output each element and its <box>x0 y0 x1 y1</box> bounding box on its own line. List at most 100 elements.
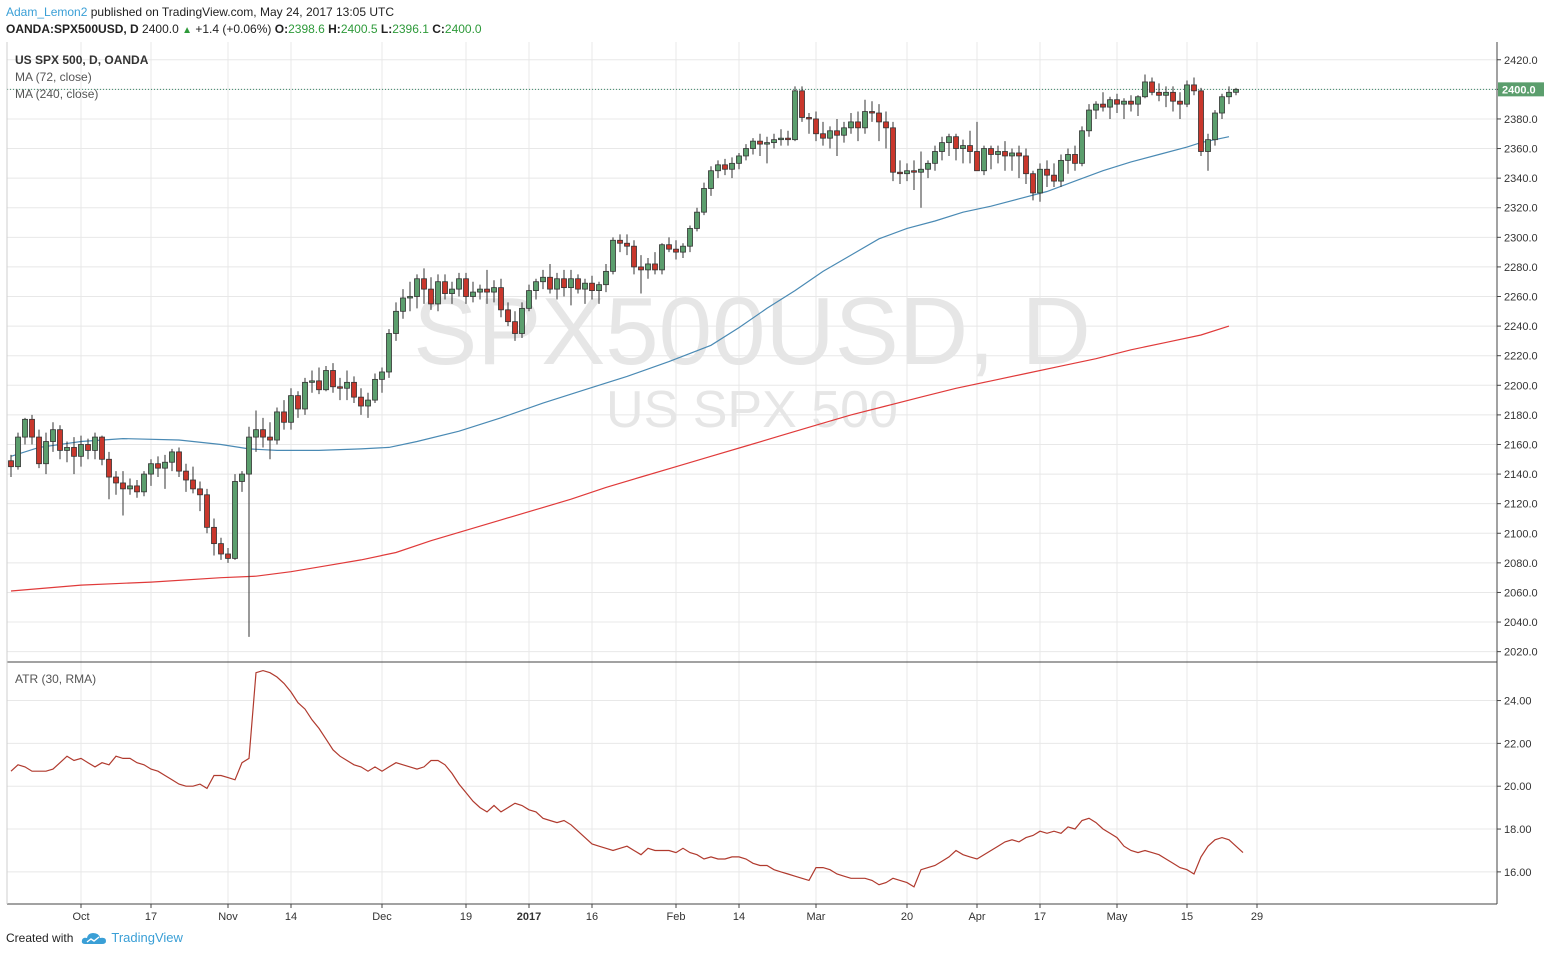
candle-up <box>995 145 1001 164</box>
ma72-line <box>10 136 1230 457</box>
candle-body <box>974 151 980 172</box>
candle-body <box>407 296 413 299</box>
candle-down <box>589 275 595 300</box>
candle-up <box>960 139 966 164</box>
candle-up <box>477 284 483 300</box>
symbol-label: OANDA:SPX500USD, D <box>6 22 139 36</box>
candle-body <box>582 282 588 290</box>
candle-body <box>1142 81 1148 98</box>
price-tick-label: 2380.0 <box>1504 114 1538 126</box>
candle-down <box>428 277 434 310</box>
candle-body <box>953 136 959 149</box>
candle-up <box>253 410 259 452</box>
time-tick-label: 15 <box>1181 911 1193 922</box>
candle-body <box>463 278 469 297</box>
candle-up <box>778 129 784 146</box>
candle-body <box>680 245 686 253</box>
candle-up <box>1142 74 1148 99</box>
candle-body <box>330 370 336 388</box>
candle-down <box>8 454 14 478</box>
candle-body <box>533 281 539 291</box>
candle-down <box>617 234 623 253</box>
price-tick-label: 2020.0 <box>1504 647 1538 659</box>
candle-body <box>1205 139 1211 152</box>
candle-up <box>393 302 399 341</box>
candle-up <box>1205 133 1211 171</box>
candle-body <box>862 111 868 129</box>
candle-body <box>1030 173 1036 194</box>
candle-body <box>981 148 987 172</box>
candle-body <box>183 470 189 481</box>
time-tick-label: Apr <box>968 911 985 922</box>
candle-body <box>960 145 966 149</box>
price-tick-label: 2340.0 <box>1504 173 1538 185</box>
candle-down <box>883 111 889 149</box>
candle-body <box>393 310 399 334</box>
candle-up <box>659 243 665 275</box>
candle-body <box>855 121 861 129</box>
candle-up <box>449 281 455 304</box>
candle-down <box>757 133 763 156</box>
candle-up <box>743 144 749 161</box>
candle-body <box>386 333 392 373</box>
time-tick-label: 14 <box>285 911 297 922</box>
candle-down <box>1023 148 1029 185</box>
candle-up <box>1184 80 1190 108</box>
candle-body <box>771 139 777 144</box>
footer: Created with TradingView <box>6 930 183 945</box>
price-tick-label: 2220.0 <box>1504 351 1538 363</box>
candle-down <box>442 274 448 300</box>
time-tick-label: 14 <box>733 911 745 922</box>
high-value: 2400.5 <box>340 22 378 36</box>
price-tick-label: 2200.0 <box>1504 380 1538 392</box>
candle-body <box>925 162 931 170</box>
price-legend: US SPX 500, D, OANDA MA (72, close) MA (24… <box>15 53 149 101</box>
grid-lines <box>7 42 1497 904</box>
candle-body <box>449 288 455 294</box>
candle-up <box>694 207 700 232</box>
candle-body <box>708 170 714 189</box>
candle-body <box>127 485 133 490</box>
candle-down <box>911 160 917 190</box>
candle-up <box>1212 110 1218 146</box>
candle-down <box>197 481 203 512</box>
candle-body <box>1065 154 1071 161</box>
candle-down <box>1016 145 1022 179</box>
candle-body <box>722 164 728 170</box>
candle-body <box>589 282 595 291</box>
candle-body <box>687 228 693 247</box>
price-tick-label: 2360.0 <box>1504 144 1538 156</box>
candle-up <box>169 448 175 472</box>
candle-up <box>792 86 798 142</box>
candle-up <box>232 474 238 560</box>
price-tick-label: 2140.0 <box>1504 469 1538 481</box>
time-axis-labels: Oct 17 Nov 14 Dec 19 2017 16 Feb 14 Mar 20 Apr 17 May 1… <box>72 904 1263 922</box>
candle-body <box>792 90 798 141</box>
candle-body <box>631 245 637 268</box>
candle-down <box>631 240 637 275</box>
candle-body <box>64 447 70 451</box>
tradingview-brand-link[interactable]: TradingView <box>111 930 183 945</box>
candle-body <box>1107 99 1113 108</box>
candle-body <box>50 429 56 442</box>
candle-body <box>1002 151 1008 157</box>
candle-up <box>302 377 308 415</box>
author-link[interactable]: Adam_Lemon2 <box>6 5 88 19</box>
quote-line: OANDA:SPX500USD, D 2400.0 ▲ +1.4 (+0.06%… <box>6 22 482 36</box>
candle-up <box>372 373 378 404</box>
price-tick-label: 2160.0 <box>1504 439 1538 451</box>
candle-body <box>113 476 119 484</box>
candle-down <box>113 471 119 495</box>
candle-body <box>470 291 476 297</box>
time-tick-label: 2017 <box>517 911 541 922</box>
candle-body <box>750 140 756 149</box>
candle-body <box>575 278 581 290</box>
price-chart[interactable]: SPX500USD, DUS SPX 5002020.02040.02060.0… <box>0 42 1556 922</box>
price-tick-label: 2260.0 <box>1504 292 1538 304</box>
legend-ma72: MA (72, close) <box>15 70 92 84</box>
candle-down <box>1002 141 1008 171</box>
candle-up <box>841 121 847 143</box>
candle-body <box>85 444 91 451</box>
candle-body <box>694 211 700 229</box>
candle-body <box>274 411 280 441</box>
